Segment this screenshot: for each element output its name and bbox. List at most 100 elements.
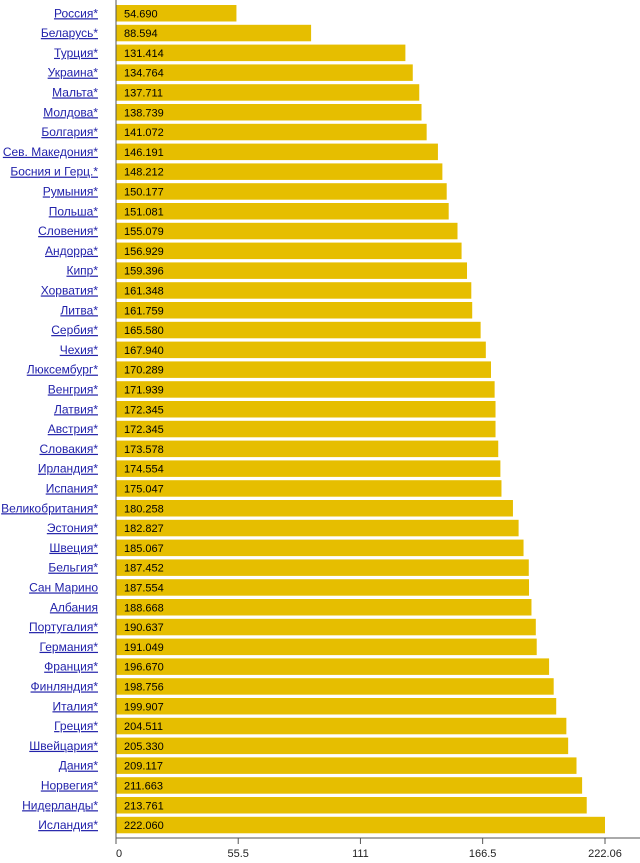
value-label: 161.759 xyxy=(124,305,164,317)
value-label: 174.554 xyxy=(124,464,164,476)
bar xyxy=(116,519,519,537)
value-label: 204.511 xyxy=(124,721,163,733)
value-label: 222.060 xyxy=(124,820,164,832)
bar xyxy=(116,678,554,695)
bar xyxy=(116,797,587,814)
category-label[interactable]: Словения* xyxy=(38,224,98,238)
value-label: 134.764 xyxy=(124,68,164,80)
category-label[interactable]: Швеция* xyxy=(49,541,98,555)
category-label[interactable]: Хорватия* xyxy=(41,283,99,297)
bar xyxy=(116,44,406,62)
x-tick-label: 55.5 xyxy=(228,848,249,860)
value-label: 172.345 xyxy=(124,404,164,416)
value-label: 165.580 xyxy=(124,325,164,337)
value-label: 161.348 xyxy=(124,285,164,297)
category-label[interactable]: Португалия* xyxy=(29,620,98,634)
bar xyxy=(116,163,443,180)
category-label[interactable]: Румыния* xyxy=(43,184,99,198)
value-label: 190.637 xyxy=(124,622,164,634)
category-label[interactable]: Мальта* xyxy=(52,85,98,99)
value-label: 88.594 xyxy=(124,28,158,40)
value-label: 188.668 xyxy=(124,602,164,614)
category-label[interactable]: Словакия* xyxy=(39,442,98,456)
value-label: 213.761 xyxy=(124,800,164,812)
x-tick-label: 166.5 xyxy=(469,848,497,860)
bar xyxy=(116,143,438,161)
value-label: 170.289 xyxy=(124,365,164,377)
value-label: 199.907 xyxy=(124,701,164,713)
bar xyxy=(116,5,237,22)
bar xyxy=(116,183,447,200)
bar xyxy=(116,341,486,359)
category-label[interactable]: Великобритания* xyxy=(1,501,98,515)
bar xyxy=(116,480,502,497)
bar xyxy=(116,816,605,834)
category-label[interactable]: Беларусь* xyxy=(41,26,98,40)
category-label[interactable]: Финляндия* xyxy=(31,679,99,693)
category-label[interactable]: Турция* xyxy=(54,46,98,60)
category-label[interactable]: Украина* xyxy=(48,66,99,80)
bar xyxy=(116,559,529,576)
category-label[interactable]: Молдова* xyxy=(43,105,98,119)
category-label[interactable]: Сев. Македония* xyxy=(3,145,98,159)
category-label[interactable]: Сербия* xyxy=(51,323,98,337)
category-label[interactable]: Норвегия* xyxy=(41,778,99,792)
value-label: 196.670 xyxy=(124,662,164,674)
bar xyxy=(116,104,422,121)
category-label[interactable]: Кипр* xyxy=(66,264,98,278)
bar xyxy=(116,203,449,220)
bar xyxy=(116,24,312,42)
category-label[interactable]: Швейцария* xyxy=(29,739,98,753)
category-label[interactable]: Франция* xyxy=(44,660,98,674)
category-label[interactable]: Италия* xyxy=(52,699,98,713)
bar xyxy=(116,698,557,715)
value-label: 146.191 xyxy=(124,147,164,159)
bar xyxy=(116,440,499,458)
bar xyxy=(116,500,513,517)
bar xyxy=(116,658,550,675)
value-label: 131.414 xyxy=(124,48,164,60)
category-label[interactable]: Нидерланды* xyxy=(22,798,98,812)
category-label[interactable]: Польша* xyxy=(49,204,99,218)
category-label[interactable]: Греция* xyxy=(54,719,98,733)
value-label: 141.072 xyxy=(124,127,164,139)
bar xyxy=(116,777,583,794)
category-label[interactable]: Литва* xyxy=(60,303,98,317)
value-label: 187.452 xyxy=(124,563,164,575)
value-label: 167.940 xyxy=(124,345,164,357)
value-label: 156.929 xyxy=(124,246,164,258)
value-label: 187.554 xyxy=(124,582,164,594)
category-label[interactable]: Болгария* xyxy=(41,125,98,139)
bar xyxy=(116,64,413,81)
category-label[interactable]: Испания* xyxy=(46,481,99,495)
value-label: 209.117 xyxy=(124,761,163,773)
value-label: 138.739 xyxy=(124,107,164,119)
bar xyxy=(116,84,420,101)
bar xyxy=(116,282,472,299)
category-label[interactable]: Германия* xyxy=(40,640,99,654)
bar xyxy=(116,302,473,319)
category-label[interactable]: Венгрия* xyxy=(48,382,99,396)
category-label[interactable]: Бельгия* xyxy=(48,561,98,575)
bar xyxy=(116,381,495,398)
category-label[interactable]: Чехия* xyxy=(60,343,99,357)
x-tick-label: 111 xyxy=(352,848,369,860)
bar xyxy=(116,123,427,141)
category-label[interactable]: Австрия* xyxy=(48,422,99,436)
category-label[interactable]: Эстония* xyxy=(47,521,98,535)
value-label: 155.079 xyxy=(124,226,164,238)
bar xyxy=(116,222,458,240)
category-label[interactable]: Латвия* xyxy=(54,402,98,416)
category-label[interactable]: Сан Марино xyxy=(29,580,98,594)
category-label[interactable]: Андорра* xyxy=(45,244,98,258)
category-label[interactable]: Исландия* xyxy=(38,818,98,832)
category-label[interactable]: Люксембург* xyxy=(27,363,99,377)
bar xyxy=(116,460,501,477)
bar xyxy=(116,618,536,636)
category-label[interactable]: Албания xyxy=(50,600,98,614)
category-label[interactable]: Босния и Герц.* xyxy=(10,165,98,179)
category-label[interactable]: Россия* xyxy=(54,6,98,20)
category-label[interactable]: Дания* xyxy=(59,759,99,773)
category-label[interactable]: Ирландия* xyxy=(38,462,98,476)
